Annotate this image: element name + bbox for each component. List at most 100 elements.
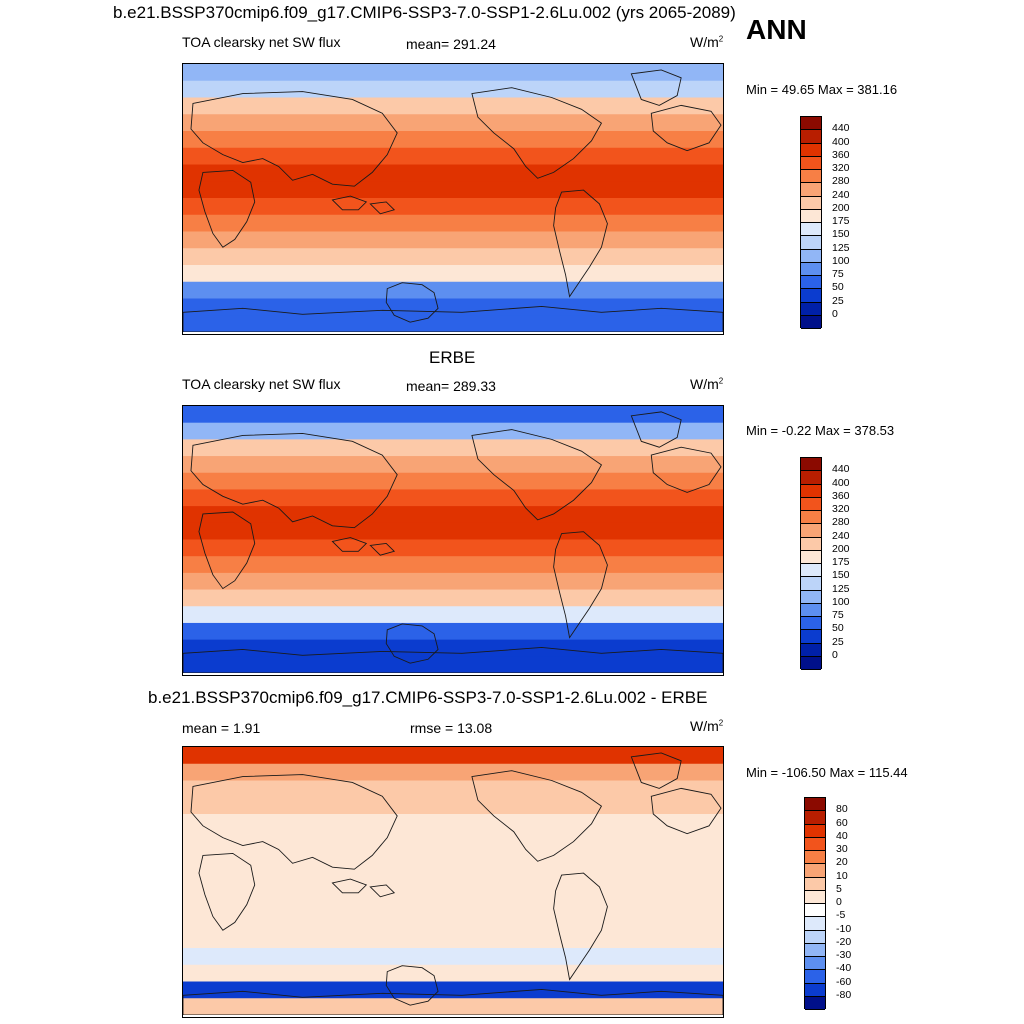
colorbar-segment <box>805 890 825 904</box>
map-zonal-band <box>183 231 723 249</box>
panel-model-unit: W/m2 <box>690 34 724 50</box>
colorbar-segment <box>801 656 821 670</box>
colorbar-segment <box>805 917 825 931</box>
map-zonal-band <box>183 472 723 491</box>
map-zonal-band <box>183 556 723 574</box>
map-obs <box>182 405 724 676</box>
map-zonal-band <box>183 406 723 424</box>
colorbar-segment <box>805 996 825 1010</box>
panel-diff-minmax: Min = -106.50 Max = 115.44 <box>746 765 908 780</box>
map-zonal-band <box>183 847 723 865</box>
continent-outline <box>650 787 722 835</box>
map-zonal-band <box>183 147 723 166</box>
continent-outline <box>198 852 256 931</box>
colorbar-segment <box>801 590 821 604</box>
map-zonal-band <box>183 606 723 624</box>
map-zonal-band <box>183 522 723 541</box>
map-zonal-band <box>183 198 723 216</box>
colorbar-segment <box>801 209 821 223</box>
continent-outline <box>630 411 682 448</box>
colorbar-label: 320 <box>832 162 850 174</box>
map-zonal-band <box>183 131 723 149</box>
map-zonal-band <box>183 214 723 233</box>
colorbar-label: 440 <box>832 463 850 476</box>
colorbar-label: 50 <box>832 281 844 294</box>
map-zonal-band <box>183 622 723 641</box>
colorbar-label: 240 <box>832 188 850 201</box>
colorbar-segment <box>805 837 825 851</box>
continent-outline <box>183 988 723 1015</box>
map-zonal-band <box>183 589 723 607</box>
colorbar-segment <box>805 811 825 825</box>
panel-obs-unit: W/m2 <box>690 376 724 392</box>
map-zonal-band <box>183 439 723 457</box>
colorbar-segment <box>801 537 821 551</box>
colorbar-segment <box>801 196 821 210</box>
map-zonal-band <box>183 931 723 949</box>
colorbar-label: 0 <box>832 307 838 320</box>
colorbar-label: 40 <box>836 829 848 842</box>
colorbar-label: 175 <box>832 215 850 227</box>
map-zonal-band <box>183 248 723 266</box>
colorbar-label: 150 <box>832 228 850 241</box>
continent-outline <box>331 878 368 894</box>
map-zonal-band <box>183 265 723 283</box>
colorbar-label: 360 <box>832 148 850 161</box>
map-zonal-band <box>183 281 723 300</box>
map-zonal-band <box>183 998 723 1015</box>
colorbar-label: 10 <box>836 869 848 882</box>
continent-outline <box>471 87 603 179</box>
panel-diff-unit: W/m2 <box>690 718 724 734</box>
continent-outline <box>650 446 722 493</box>
colorbar-segment <box>801 577 821 591</box>
panel-obs-variable: TOA clearsky net SW flux <box>182 376 341 392</box>
season-label: ANN <box>746 14 807 45</box>
continent-outline <box>630 69 682 106</box>
colorbar-box <box>800 116 822 329</box>
map-zonal-band <box>183 489 723 507</box>
colorbar-segment <box>801 249 821 263</box>
map-zonal-band <box>183 298 723 316</box>
colorbar-segment <box>801 315 821 329</box>
map-zonal-band <box>183 114 723 132</box>
colorbar-label: 150 <box>832 569 850 582</box>
colorbar-segment <box>801 497 821 511</box>
map-zonal-band <box>183 181 723 199</box>
colorbar-segment <box>801 183 821 197</box>
colorbar-segment <box>801 630 821 644</box>
map-zonal-band <box>183 456 723 474</box>
continent-outline <box>650 104 722 152</box>
continent-outline <box>385 623 439 664</box>
continent-outline <box>385 282 439 323</box>
colorbar-label: 30 <box>836 843 848 855</box>
colorbar-segment <box>801 262 821 276</box>
colorbar-label: 100 <box>832 595 850 608</box>
colorbar-label: 60 <box>836 816 848 829</box>
colorbar-segment <box>801 603 821 617</box>
continent-outline <box>553 531 608 639</box>
continent-outline <box>630 752 682 789</box>
colorbar-segment <box>801 458 821 472</box>
colorbar-segment <box>801 484 821 498</box>
colorbar-segment <box>801 130 821 144</box>
colorbar-segment <box>801 143 821 157</box>
panel-model-variable: TOA clearsky net SW flux <box>182 34 341 50</box>
panel-diff-heading: b.e21.BSSP370cmip6.f09_g17.CMIP6-SSP3-7.… <box>148 688 708 707</box>
figure-title: b.e21.BSSP370cmip6.f09_g17.CMIP6-SSP3-7.… <box>113 3 736 22</box>
colorbar-segment <box>805 970 825 984</box>
map-zonal-band <box>183 864 723 882</box>
colorbar-label: 25 <box>832 635 844 648</box>
continent-outline <box>553 872 608 981</box>
colorbar-segment <box>805 904 825 918</box>
continent-outline <box>369 201 396 215</box>
map-zonal-band <box>183 881 723 899</box>
map-zonal-band <box>183 572 723 591</box>
continent-outline <box>331 537 368 552</box>
colorbar-label: 5 <box>836 882 842 895</box>
continent-outline <box>471 770 603 862</box>
colorbar-label: 320 <box>832 503 850 515</box>
map-diff <box>182 746 724 1018</box>
map-zonal-band <box>183 914 723 932</box>
colorbar-label: 50 <box>832 622 844 635</box>
map-model <box>182 63 724 335</box>
